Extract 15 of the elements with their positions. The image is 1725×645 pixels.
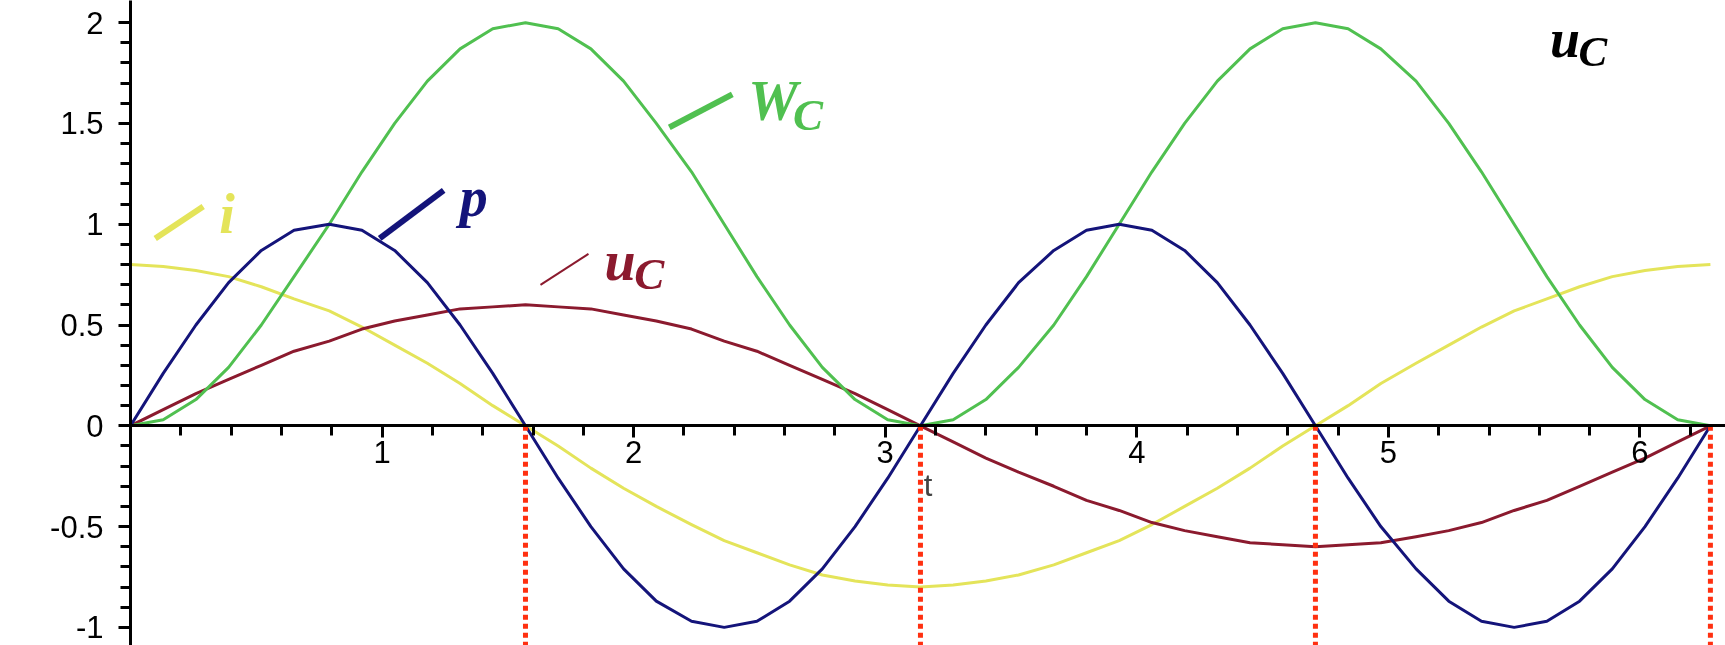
y-tick-label: 0 — [86, 408, 104, 444]
y-tick-label: 2 — [86, 5, 104, 41]
y-tick-label: 1 — [86, 207, 104, 243]
y-tick-label: 1.5 — [60, 106, 104, 142]
x-tick-label: 3 — [876, 434, 894, 470]
x-tick-label: 1 — [373, 434, 391, 470]
y-tick-label: -1 — [75, 610, 104, 645]
legend-label: i — [219, 182, 236, 245]
legend-label: p — [455, 166, 488, 229]
x-tick-label: 2 — [625, 434, 643, 470]
x-tick-label: 4 — [1128, 434, 1146, 470]
x-axis-title: t — [923, 467, 933, 503]
x-tick-label: 5 — [1379, 434, 1398, 470]
y-tick-label: -0.5 — [50, 509, 104, 545]
y-tick-label: 0.5 — [60, 308, 104, 344]
